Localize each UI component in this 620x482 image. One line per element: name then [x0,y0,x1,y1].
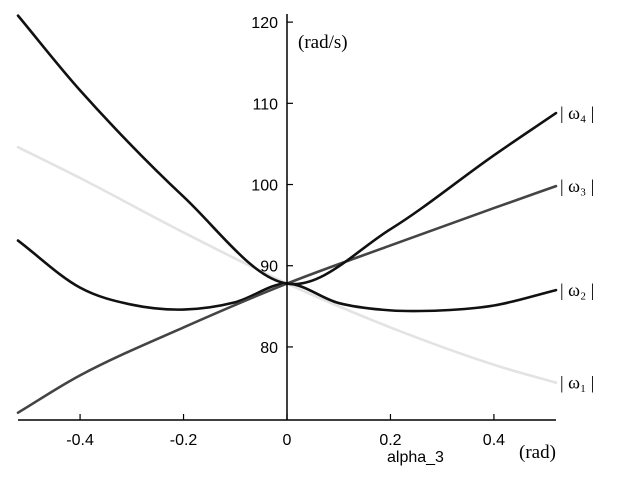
y-tick-label: 110 [252,96,278,113]
y-tick-label: 120 [251,15,278,32]
x-ticks: -0.4 -0.2 0 0.2 0.4 [66,414,505,449]
y-tick-label: 90 [260,259,278,276]
x-tick-label: -0.4 [66,432,94,449]
legend-label-omega-4: | ω₄ | [560,103,594,123]
x-tick-label: 0.2 [379,432,401,449]
y-axis-unit: (rad/s) [298,32,348,53]
x-tick-label: -0.2 [170,432,198,449]
y-tick-label: 80 [260,340,278,357]
y-tick-label: 100 [251,178,278,195]
y-ticks: 80 90 100 110 120 [251,15,293,357]
legend: | ω₁ | | ω₂ | | ω₃ | | ω₄ | [560,103,594,393]
legend-label-omega-2: | ω₂ | [560,280,594,300]
x-axis-label: alpha_3 [387,449,444,466]
x-tick-label: 0.4 [483,432,505,449]
legend-label-omega-3: | ω₃ | [560,176,594,196]
x-tick-label: 0 [283,432,292,449]
x-axis-unit: (rad) [519,442,556,463]
legend-label-omega-1: | ω₁ | [560,373,594,393]
